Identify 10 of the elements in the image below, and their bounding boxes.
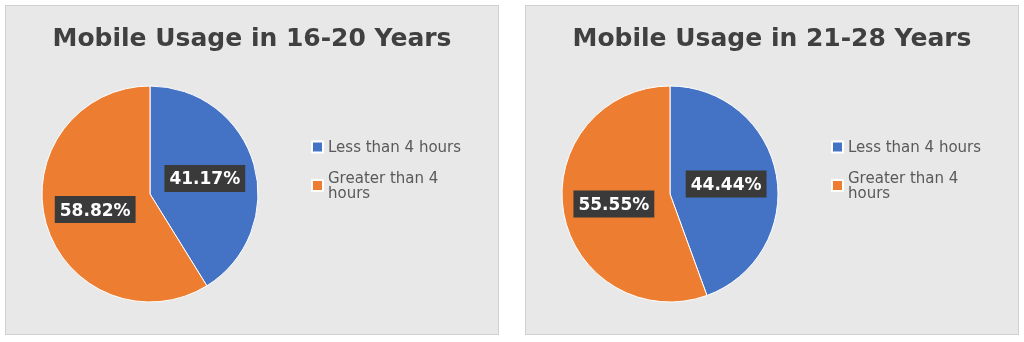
data-label: 55.55% [578,193,650,214]
legend-label: Greater than 4 hours [328,169,444,202]
legend-label: Greater than 4 hours [848,169,964,202]
chart-title: Mobile Usage in 21-28 Years [572,23,972,52]
legend-label: Less than 4 hours [328,138,462,156]
legend-label: Less than 4 hours [848,138,982,156]
chart-title: Mobile Usage in 16-20 Years [52,23,452,52]
data-label: 44.44% [690,174,762,195]
data-label: 41.17% [169,168,241,189]
data-label: 58.82% [59,199,131,220]
